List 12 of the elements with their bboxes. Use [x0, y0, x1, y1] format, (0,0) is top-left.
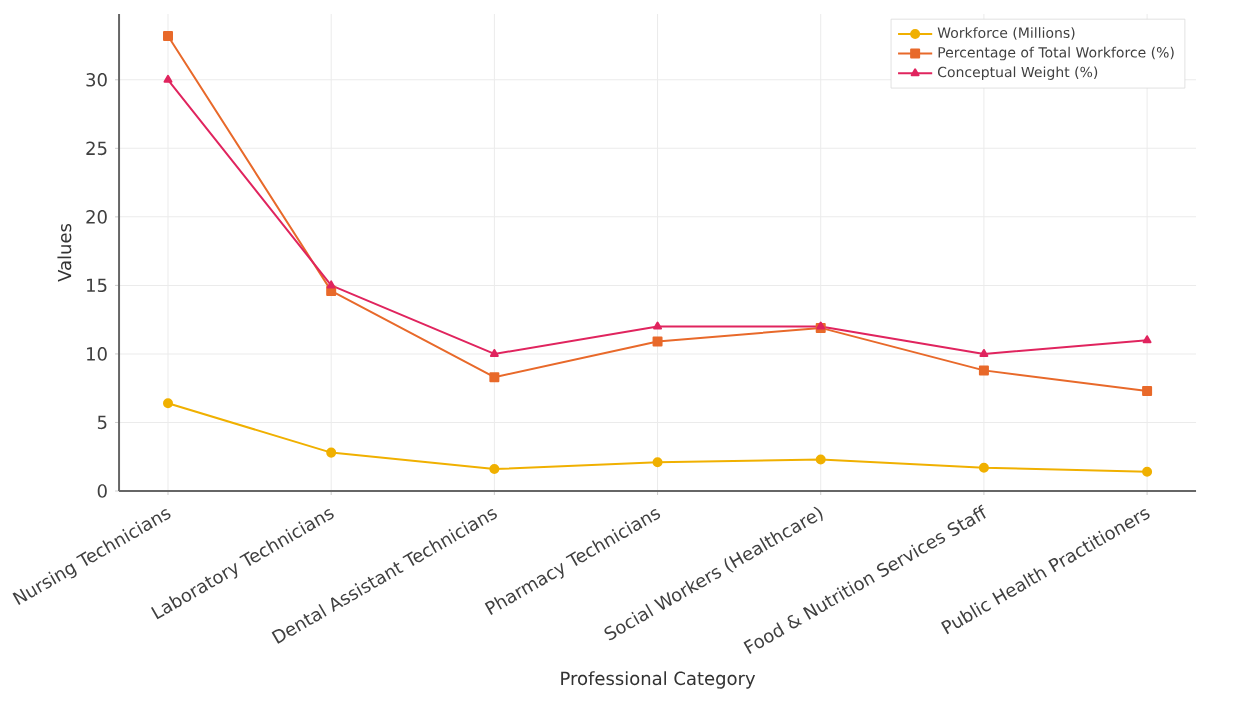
y-tick-label: 0	[97, 484, 107, 498]
y-tick-label: 30	[86, 72, 107, 87]
y-tick-label: 5	[97, 415, 107, 430]
y-tick-label: 25	[86, 141, 107, 156]
legend-label: Workforce (Millions)	[937, 27, 1075, 40]
y-tick-label: 15	[87, 278, 107, 293]
x-axis-title: Professional Category	[561, 671, 756, 689]
legend-label: Percentage of Total Workforce (%)	[938, 46, 1174, 61]
y-tick-label: 20	[86, 210, 107, 224]
y-axis-title: Values	[57, 223, 72, 282]
y-tick-label: 10	[87, 347, 107, 361]
legend-label: Conceptual Weight (%)	[937, 66, 1098, 80]
